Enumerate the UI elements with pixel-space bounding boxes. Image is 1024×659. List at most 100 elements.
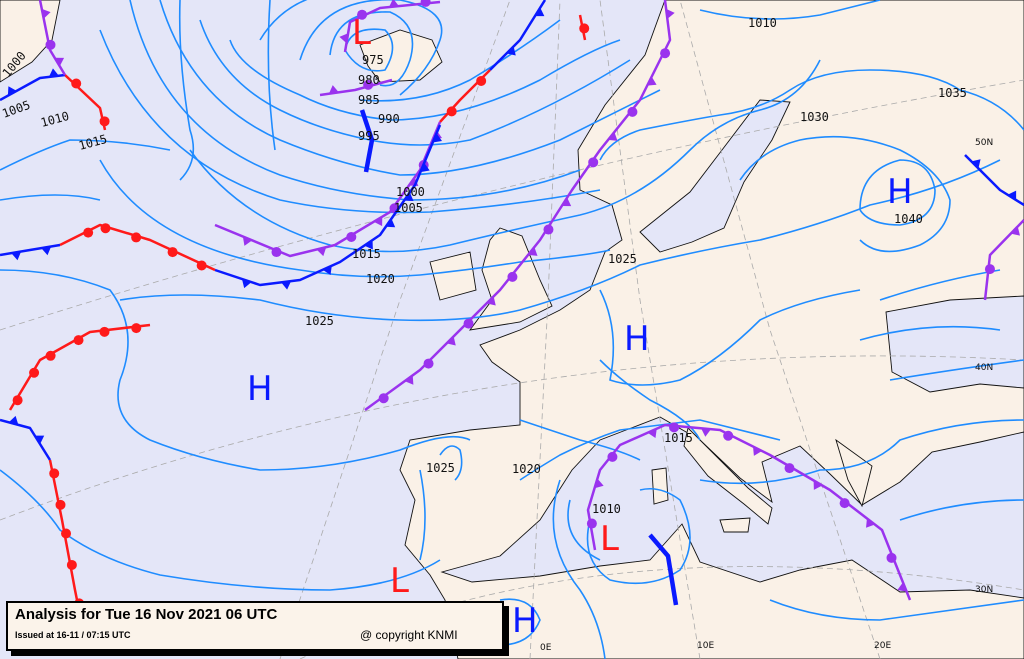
front-occluded [339,0,441,53]
isobar-label: 1015 [77,132,109,153]
front-triangle [446,336,456,346]
front-blue-top-left [0,68,66,102]
front-triangle [54,57,65,67]
isobar [159,0,661,176]
isobar [699,0,881,20]
front-triangle [8,415,19,425]
front-triangle [971,159,981,169]
isobar [178,0,276,181]
front-semicircle [99,116,110,127]
front-triangle [404,375,414,385]
front-semicircle [669,422,680,433]
front-semicircle [579,23,590,34]
front-triangle [11,251,22,261]
sardinia [651,467,669,505]
isobar [599,289,861,386]
high-pressure-center: H [512,601,538,641]
graticule-labels: 50N 40N 30N 0E 10E 20E [540,138,993,653]
front-semicircle [61,528,72,539]
front-semicircle [83,227,94,238]
isobar-label: 1025 [305,314,334,328]
greece [835,438,873,508]
front-triangle [608,132,618,141]
isobar-label: 1000 [396,185,425,199]
front-triangle [1010,226,1020,236]
front-cold [359,109,375,173]
caption-issued: Issued at 16-11 / 07:15 UTC [15,630,131,640]
front-triangle [486,296,496,306]
front-triangle [432,133,442,143]
front-semicircle [99,326,110,337]
front-semicircle [131,323,142,334]
isobar [0,469,441,591]
front-semicircle [271,247,282,258]
graticule-label: 0E [540,643,552,653]
ireland [429,251,477,301]
front-triangle [385,218,396,228]
front-semicircle [12,395,23,406]
front-semicircle [131,232,142,243]
front-triangle [594,478,604,489]
front-triangle [813,480,823,490]
baltic-sea [639,99,791,253]
front-triangle [364,240,373,250]
graticule-label: 30N [975,585,993,595]
italy [683,427,773,525]
front-semicircle [627,106,638,117]
front-triangle [561,197,572,207]
isobar-label: 975 [362,53,384,67]
isobar-label: 990 [378,112,400,126]
front-warm [578,14,590,41]
front-occluded [586,422,912,601]
front-triangle [701,428,712,437]
front-warm [64,74,110,131]
analysis-caption: Analysis for Tue 16 Nov 2021 06 UTC Issu… [6,601,504,651]
isobar [329,11,414,87]
isobar [859,159,936,226]
front-warm [8,323,151,411]
isobar-label: 1040 [894,212,923,226]
isobar-label: 1035 [938,86,967,100]
isobar-label: 1025 [608,252,637,266]
front-semicircle [984,264,995,275]
front-warm [59,223,216,272]
front-semicircle [607,451,618,462]
sicily [719,517,751,533]
front-semicircle [586,518,597,529]
isobar [599,69,1024,161]
isobar-label: 1020 [366,272,395,286]
front-semicircle [363,79,374,90]
front-semicircle [420,0,431,7]
front-semicircle [784,463,795,474]
high-pressure-center: H [887,172,913,212]
isobar [344,28,394,72]
front-semicircle [588,157,599,168]
front-triangle [373,216,383,227]
front-cold [489,0,547,71]
front-triangle [339,33,349,44]
isobar-label: 1015 [352,247,381,261]
isobar-label: 1030 [800,110,829,124]
front-semicircle [660,48,671,59]
front-triangle [420,162,430,173]
iceland [359,29,443,83]
front-cold [0,415,52,461]
front-semicircle [49,468,60,479]
front-semicircle [66,559,77,570]
front-triangle [242,236,253,246]
front-triangle [753,446,762,456]
front-cold [648,533,679,606]
isobar-label: 1010 [39,109,71,130]
front-triangle [647,76,657,86]
graticule-label: 10E [697,641,714,651]
front-semicircle [463,318,474,329]
front-semicircle [723,430,734,441]
isobar [199,19,631,146]
front-triangle [534,7,545,17]
isobar [586,487,691,585]
black-sea [885,295,1024,393]
isobar-label: 985 [358,93,380,107]
